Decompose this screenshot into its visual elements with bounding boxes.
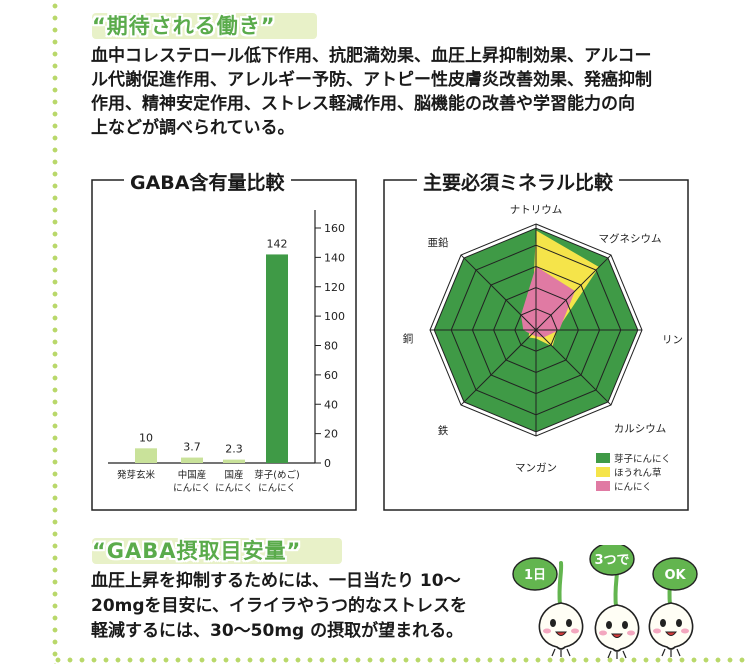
bar-value-label: 2.3 (225, 443, 243, 456)
radar-axis-label: 亜鉛 (428, 236, 449, 249)
paragraph-line: 血圧上昇を抑制するためには、一日当たり 10〜 (91, 571, 461, 591)
radar-series-area (521, 266, 575, 338)
speech-bubble (652, 557, 698, 591)
category-label: 芽子(めご) (254, 469, 299, 481)
legend-label: ほうれん草 (614, 467, 662, 479)
section-heading-intake: “GABA摂取目安量” (92, 539, 302, 563)
effects-paragraph: 血中コレステロール低下作用、抗肥満効果、血圧上昇抑制効果、アルコー ル代謝促進作… (91, 44, 652, 140)
garlic-eye (622, 621, 628, 629)
garlic-body (648, 602, 694, 650)
heading-backdrop (92, 538, 342, 564)
speech-bubble-text: OK (664, 568, 686, 583)
garlic-eye (676, 619, 682, 627)
gaba-chart-title: GABA含有量比較 (124, 168, 291, 195)
section-heading-effects: “期待される働き” (92, 14, 276, 38)
bar (223, 459, 245, 463)
legend-swatch (596, 467, 610, 477)
bar (266, 254, 288, 463)
y-tick-label: 60 (324, 369, 338, 382)
legend-swatch (596, 481, 610, 491)
garlic-mouth (665, 631, 677, 636)
y-tick-label: 100 (324, 310, 345, 323)
garlic-cheek (627, 630, 635, 636)
y-tick-label: 0 (324, 457, 331, 470)
garlic-mascots: 1日 3つで OK (512, 545, 698, 659)
radar-axis-label: カルシウム (614, 423, 667, 435)
category-label: にんにく (215, 483, 253, 494)
legend-swatch (596, 453, 610, 463)
radar-spoke (535, 254, 612, 331)
mineral-chart-title: 主要必須ミネラル比較 (417, 168, 620, 195)
garlic-sprout (557, 561, 564, 607)
speech-bubble-text: 3つで (594, 553, 629, 568)
category-label: にんにく (258, 483, 296, 494)
legend-label: 芽子にんにく (614, 453, 671, 465)
category-label: 中国産 (178, 469, 207, 481)
bar (181, 457, 203, 463)
garlic-cheek (681, 628, 689, 634)
y-tick-label: 80 (324, 340, 338, 353)
garlic-cheek (653, 628, 661, 634)
garlic-roots (661, 648, 681, 657)
radar-axis-label: マグネシウム (599, 232, 662, 245)
garlic-body (594, 604, 640, 652)
garlic-mouth (611, 633, 623, 638)
radar-spoke (535, 329, 612, 406)
garlic-cheek (543, 628, 551, 634)
speech-bubble (589, 545, 635, 576)
radar-axis-label: リン (662, 334, 683, 346)
paragraph-line: ル代謝促進作用、アレルギー予防、アトピー性皮膚炎改善効果、発癌抑制 (91, 70, 652, 90)
radar-spoke (460, 329, 537, 406)
garlic-eye (606, 621, 612, 629)
garlic-eye (660, 619, 666, 627)
garlic-cheek (571, 628, 579, 634)
y-tick-label: 140 (324, 251, 345, 264)
garlic-cheek (599, 630, 607, 636)
garlic-eye (566, 619, 572, 627)
category-label: 発芽玄米 (117, 469, 156, 481)
y-tick-label: 20 (324, 428, 338, 441)
y-tick-label: 40 (324, 398, 338, 411)
garlic-roots (551, 648, 571, 657)
speech-bubble (512, 557, 558, 591)
radar-axis-label: 銅 (403, 332, 414, 345)
y-tick-label: 120 (324, 281, 345, 294)
garlic-roots (607, 650, 627, 659)
garlic-mouth (555, 631, 567, 636)
radar-spoke (460, 254, 537, 331)
paragraph-line: 20mgを目安に、イライラやうつ的なストレスを (91, 596, 468, 616)
y-tick-label: 160 (324, 222, 345, 235)
paragraph-line: 作用、精神安定作用、ストレス軽減作用、脳機能の改善や学習能力の向 (91, 94, 635, 114)
bar-value-label: 142 (267, 237, 288, 250)
garlic-eye (550, 619, 556, 627)
category-label: 国産 (224, 469, 243, 481)
bar (135, 448, 157, 463)
bar-value-label: 10 (139, 431, 153, 444)
dotted-border-bottom (52, 657, 750, 663)
category-label: にんにく (173, 483, 211, 494)
speech-bubble-text: 1日 (524, 568, 546, 583)
dotted-border-left (52, 0, 58, 664)
garlic-body (538, 602, 584, 650)
paragraph-line: 軽減するには、30〜50mg の摂取が望まれる。 (91, 621, 464, 641)
paragraph-line: 上などが調べられている。 (91, 118, 295, 138)
radar-axis-label: ナトリウム (510, 204, 563, 216)
radar-axis-label: 鉄 (438, 424, 449, 437)
bar-value-label: 3.7 (183, 441, 201, 454)
radar-axis-label: マンガン (515, 462, 557, 474)
intake-paragraph: 血圧上昇を抑制するためには、一日当たり 10〜 20mgを目安に、イライラやうつ… (91, 569, 467, 644)
legend-label: にんにく (614, 482, 652, 493)
heading-backdrop (92, 13, 317, 39)
paragraph-line: 血中コレステロール低下作用、抗肥満効果、血圧上昇抑制効果、アルコー (91, 46, 652, 66)
